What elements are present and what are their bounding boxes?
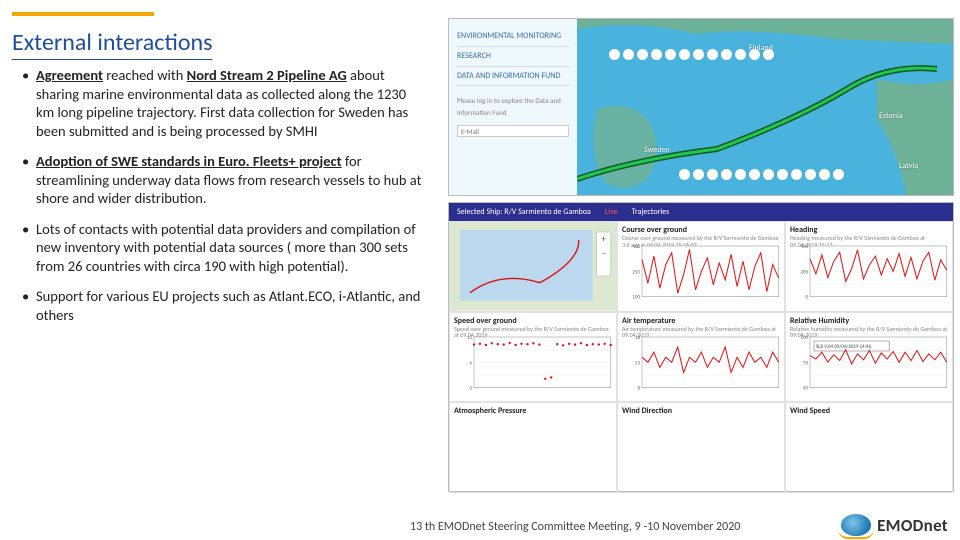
footer-text: 13 th EMODnet Steering Committee Meeting… [410, 520, 740, 534]
map-label: Finland [749, 43, 773, 53]
svg-text:SLR 9.04 09/04/2019 14:46: SLR 9.04 09/04/2019 14:46 [816, 344, 871, 350]
mini-chart: 40 70 100 SLR 9.04 09/04/2019 14:46 [792, 333, 951, 398]
cell-title: Wind Speed [790, 406, 948, 416]
svg-text:12: 12 [467, 335, 473, 341]
emodnet-logo: EMODnet [841, 514, 948, 536]
accent-bar [12, 12, 154, 16]
slide-title: External interactions [12, 28, 212, 60]
svg-text:400: 400 [632, 244, 640, 250]
bullet-list: Agreement reached with Nord Stream 2 Pip… [22, 66, 422, 337]
bullet-item: Adoption of SWE standards in Euro. Fleet… [22, 152, 422, 208]
mini-chart: 0 6 12 [456, 333, 615, 398]
mini-chart: 8 13 18 [624, 333, 783, 398]
email-input[interactable]: E-Mail [457, 125, 569, 137]
dashboard-header: Selected Ship: R/V Sarmiento de Gamboa L… [449, 203, 953, 221]
dashboard-cell: Atmospheric Pressure [449, 402, 617, 493]
map-menu-item[interactable]: ENVIRONMENTAL MONITORING [457, 27, 569, 47]
live-tab[interactable]: Live [605, 207, 618, 217]
logo-text: EMODnet [877, 515, 948, 536]
cell-title: Atmospheric Pressure [454, 406, 612, 416]
dashboard-grid: + − Course over groundCourse over ground… [449, 221, 953, 493]
dashboard-cell: Air temperatureAir temperature measured … [617, 312, 785, 403]
svg-text:100: 100 [800, 335, 808, 341]
dashboard-cell: Wind Speed [785, 402, 953, 493]
bullet-item: Lots of contacts with potential data pro… [22, 220, 422, 276]
svg-text:0: 0 [469, 385, 472, 391]
svg-text:40: 40 [803, 385, 809, 391]
svg-text:+: + [601, 234, 606, 245]
svg-text:8: 8 [637, 385, 640, 391]
svg-text:18: 18 [635, 335, 641, 341]
svg-text:13: 13 [635, 360, 641, 366]
svg-text:250: 250 [632, 269, 640, 275]
dashboard-cell: Wind Direction [617, 402, 785, 493]
dashboard-cell: Relative HumidityRelative humidity measu… [785, 312, 953, 403]
mini-chart: 100 250 400 [624, 242, 783, 307]
svg-text:0: 0 [805, 295, 808, 301]
trajectories-tab[interactable]: Trajectories [632, 207, 670, 217]
dashboard-cell: Course over groundCourse over ground mea… [617, 221, 785, 312]
mini-map: + − [450, 221, 617, 311]
dashboard-cell: Speed over groundSpeed over ground measu… [449, 312, 617, 403]
map-label: Sweden [644, 145, 670, 155]
svg-text:200: 200 [800, 269, 808, 275]
map-menu-item[interactable]: DATA AND INFORMATION FUND [457, 67, 569, 87]
ship-label: Selected Ship: R/V Sarmiento de Gamboa [457, 207, 591, 217]
globe-icon [841, 514, 871, 536]
map-label: Latvia [899, 161, 918, 171]
icon-row-bottom [679, 169, 844, 180]
map-label: Estonia [879, 111, 903, 121]
svg-text:400: 400 [800, 244, 808, 250]
cell-title: Wind Direction [622, 406, 780, 416]
dashboard-cell: + − [449, 221, 617, 312]
map-sidebar: ENVIRONMENTAL MONITORINGRESEARCHDATA AND… [449, 19, 577, 195]
svg-text:70: 70 [803, 360, 809, 366]
eurofleets-dashboard: Selected Ship: R/V Sarmiento de Gamboa L… [448, 202, 954, 492]
mini-chart: 0 200 400 [792, 242, 951, 307]
bullet-item: Support for various EU projects such as … [22, 287, 422, 324]
slide: External interactions Agreement reached … [0, 0, 960, 540]
svg-text:100: 100 [632, 295, 640, 301]
map-menu-item[interactable]: RESEARCH [457, 47, 569, 67]
svg-text:6: 6 [469, 360, 472, 366]
login-hint: Please log in to explore the Data and In… [457, 92, 569, 120]
nordstream-map-panel: Homepage > The Environment > Data and In… [448, 18, 954, 196]
svg-text:−: − [601, 248, 605, 259]
dashboard-cell: HeadingHeading measured by the R/V Sarmi… [785, 221, 953, 312]
bullet-item: Agreement reached with Nord Stream 2 Pip… [22, 66, 422, 140]
